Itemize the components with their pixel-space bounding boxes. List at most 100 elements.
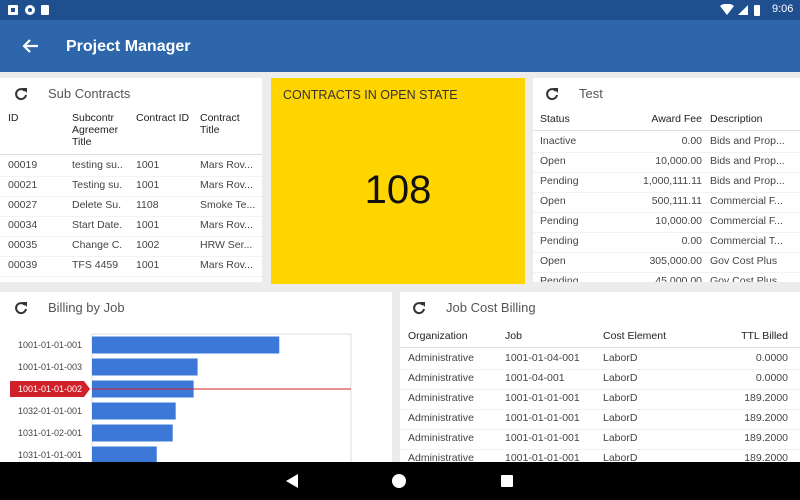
category-label: 1031-01-02-001 [18,428,82,438]
table-cell: Administrative [408,352,474,364]
nav-back[interactable] [284,473,300,489]
table-cell: 10,000.00 [655,155,702,167]
table-cell: Commercial T... [710,235,783,247]
row-divider [533,252,800,253]
row-divider [533,152,800,153]
row-divider [533,212,800,213]
refresh-icon [15,302,27,315]
table-cell: Commercial F... [710,195,783,207]
table-cell: 00027 [8,199,38,211]
bar[interactable] [92,358,198,376]
table-cell: Administrative [408,392,474,404]
selected-category-label: 1001-01-01-002 [18,384,82,394]
table-cell: LaborD [603,432,638,444]
table-cell: Mars Rov... [200,219,253,231]
bar[interactable] [92,402,176,420]
row-divider [400,429,800,430]
category-label: 1032-01-01-001 [18,406,82,416]
tile-title: CONTRACTS IN OPEN STATE [283,88,458,102]
table-cell: Mars Rov... [200,259,253,271]
row-divider [533,272,800,273]
column-header: Description [710,113,763,125]
column-header: Status [540,113,570,125]
table-cell: Open [540,195,566,207]
row-divider [0,236,262,237]
table-cell: 500,111.11 [651,195,702,207]
column-header: Organization [408,330,468,342]
table-cell: Pending [540,175,579,187]
row-divider [0,276,262,277]
toolbar: Project Manager [0,20,800,72]
table-cell: 1001 [136,259,160,271]
refresh-button[interactable] [412,301,426,315]
table-cell: LaborD [603,452,638,462]
table-cell: Open [540,155,566,167]
panel-title: Job Cost Billing [446,300,536,315]
table-cell: 00039 [8,259,38,271]
status-bar: 9:06 [0,0,800,20]
table-cell: Delete Su... [72,199,122,211]
table-cell: 189.2000 [744,452,788,462]
table-cell: Pending [540,275,579,282]
table-cell: 00035 [8,239,38,251]
bar[interactable] [92,446,157,463]
table-cell: TFS 4459 [72,259,119,271]
refresh-button[interactable] [14,301,28,315]
bar-chart: 1001-01-01-001 1001-01-01-003 1001-01-01-0… [10,333,352,463]
table-cell: Smoke Te... [200,199,256,211]
table-cell: Testing su... [72,179,122,191]
refresh-arrow [553,88,558,93]
refresh-arrow [420,302,425,307]
table-cell: Gov Cost Plus [710,275,778,282]
header-divider [400,347,800,348]
table-cell: 1001-01-01-001 [505,392,580,404]
bar[interactable] [92,424,173,442]
nav-recents[interactable] [499,473,515,489]
row-divider [533,192,800,193]
column-header: Contract ID [136,112,190,124]
panel-title: Sub Contracts [48,86,131,101]
table-cell: 1108 [136,199,159,211]
table-cell: Change C... [72,239,122,251]
table-cell: HRW Ser... [200,239,253,251]
table-cell: 1001-01-04-001 [505,352,580,364]
table-cell: 45,000.00 [655,275,702,282]
header-divider [533,130,800,131]
table-cell: 1001-01-01-001 [505,452,580,462]
row-divider [0,176,262,177]
table-cell: 1,000,111.11 [643,175,702,187]
table-cell: 00019 [8,159,38,171]
table-cell: LaborD [603,412,638,424]
row-divider [533,232,800,233]
nav-home[interactable] [391,473,407,489]
back-button[interactable] [22,38,40,54]
table-cell: LaborD [603,372,638,384]
job-cost-panel: Job Cost Billing Organization Job Cost Elem… [400,292,800,462]
refresh-arrow [22,302,27,307]
panel-title: Test [579,86,603,101]
test-panel: Test Status Award Fee Description Inactive 0.… [533,78,800,282]
table-cell: 1001-04-001 [505,372,565,384]
panel-title: Billing by Job [48,300,125,315]
refresh-icon [546,88,558,101]
column-header: Award Fee [651,113,702,125]
column-header: Subcontr Agreemer Title [72,112,119,148]
table-cell: 10,000.00 [655,215,702,227]
nav-bar [0,462,800,500]
category-label: 1031-01-01-001 [18,450,82,460]
table-cell: 0.00 [681,235,702,247]
open-contracts-tile[interactable]: CONTRACTS IN OPEN STATE 108 [271,78,525,284]
bar[interactable] [92,336,280,354]
table-cell: Bids and Prop... [710,155,785,167]
clock: 9:06 [772,3,794,15]
refresh-button[interactable] [14,87,28,101]
table-cell: Gov Cost Plus [710,255,778,267]
system-icons [720,4,760,16]
header-divider [0,154,262,155]
refresh-button[interactable] [545,87,559,101]
table-cell: 189.2000 [744,432,788,444]
table-cell: 189.2000 [744,392,788,404]
table-cell: Administrative [408,412,474,424]
table-cell: Bids and Prop... [710,135,785,147]
